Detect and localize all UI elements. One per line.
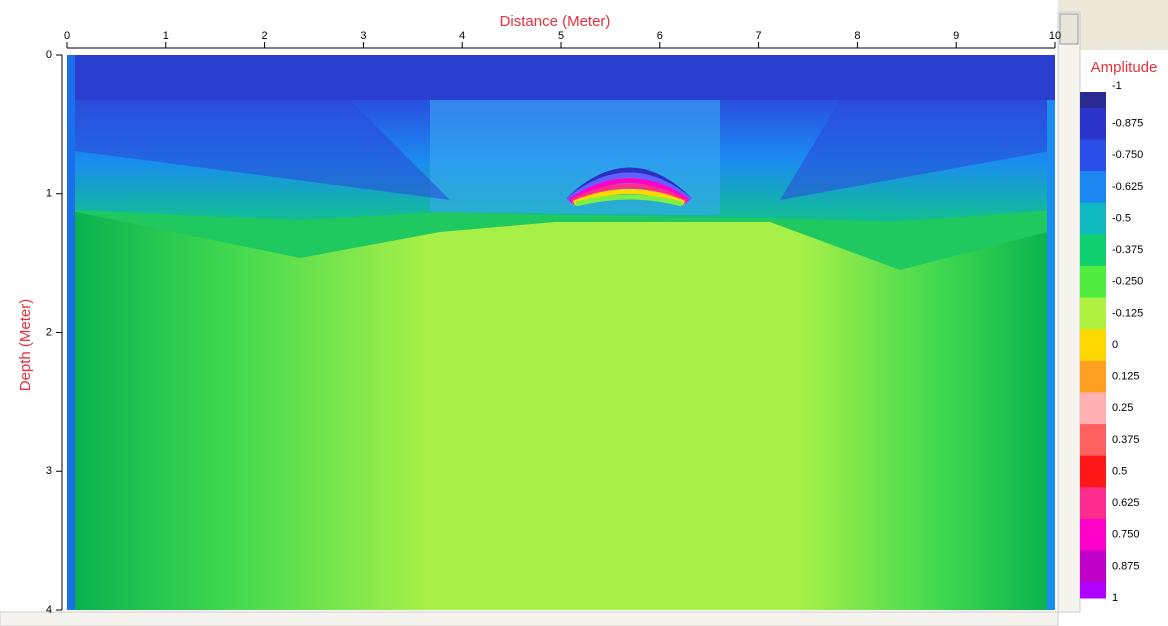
scroll-thumb[interactable]: [1059, 13, 1079, 45]
vertical-scrollbar[interactable]: [1057, 11, 1081, 613]
colorbar-tick-label: -0.625: [1112, 181, 1143, 193]
x-axis-title: Distance (Meter): [500, 13, 611, 30]
colorbar-swatch: [1080, 265, 1106, 299]
x-tick-label: 3: [360, 30, 366, 42]
colorbar-tick-label: 0.875: [1112, 560, 1140, 572]
colorbar-tick-label: -0.750: [1112, 149, 1143, 161]
colorbar-swatch: [1080, 92, 1106, 109]
y-tick-label: 1: [46, 188, 52, 200]
colorbar-title: Amplitude: [1091, 59, 1158, 76]
colorbar-tick-label: -0.5: [1112, 212, 1131, 224]
x-tick-label: 5: [558, 30, 564, 42]
hyperbola: [566, 167, 692, 207]
colorbar-tick-label: 0.125: [1112, 371, 1140, 383]
right-shade: [800, 200, 1055, 610]
y-tick-label: 0: [46, 49, 52, 61]
colorbar-swatch: [1080, 234, 1106, 267]
colorbar-swatch: [1080, 455, 1106, 488]
colorbar-tick-label: 0.750: [1112, 529, 1140, 541]
x-tick-label: 8: [854, 30, 860, 42]
left-shade: [67, 200, 427, 610]
x-tick-label: 0: [64, 30, 70, 42]
colorbar-swatch: [1080, 297, 1106, 330]
colorbar-tick-label: -0.375: [1112, 244, 1143, 256]
right-edge: [1047, 100, 1055, 610]
colorbar-swatch: [1080, 139, 1106, 172]
colorbar-tick-label: -0.250: [1112, 276, 1143, 288]
y-tick-label: 4: [46, 604, 52, 616]
colorbar-tick-label: 0: [1112, 339, 1118, 351]
colorbar-swatch: [1080, 360, 1106, 393]
left-wedge: [67, 100, 450, 200]
colorbar-swatch: [1080, 582, 1106, 599]
colorbar-swatch: [1080, 550, 1106, 583]
right-wedge: [780, 100, 1055, 200]
colorbar-swatch: [1080, 424, 1106, 457]
colorbar-tick-label: 0.375: [1112, 434, 1140, 446]
x-tick-label: 1: [163, 30, 169, 42]
radargram: [67, 55, 1055, 610]
colorbar-tick-label: 0.25: [1112, 402, 1133, 414]
colorbar-tick-label: 1: [1112, 592, 1118, 604]
x-tick-label: 10: [1049, 30, 1061, 42]
x-tick-label: 7: [756, 30, 762, 42]
colorbar-swatch: [1080, 202, 1106, 235]
x-tick-label: 6: [657, 30, 663, 42]
y-tick-label: 3: [46, 465, 52, 477]
colorbar-swatch: [1080, 107, 1106, 140]
colorbar-tick-label: 0.625: [1112, 497, 1140, 509]
x-tick-label: 2: [262, 30, 268, 42]
colorbar-swatch: [1080, 329, 1106, 362]
x-tick-label: 9: [953, 30, 959, 42]
colorbar-tick-label: 0.5: [1112, 465, 1127, 477]
x-tick-label: 4: [459, 30, 465, 42]
colorbar-swatch: [1080, 171, 1106, 204]
colorbar-swatch: [1080, 518, 1106, 552]
top-band: [67, 55, 1055, 100]
colorbar-swatch: [1080, 487, 1106, 520]
y-axis-title: Depth (Meter): [17, 299, 34, 392]
y-tick-label: 2: [46, 326, 52, 338]
colorbar-tick-label: -0.875: [1112, 118, 1143, 130]
colorbar-swatch: [1080, 392, 1106, 425]
left-edge: [67, 55, 75, 610]
horizontal-scrollbar[interactable]: [0, 611, 1059, 626]
colorbar-tick-label: -1: [1112, 80, 1122, 92]
colorbar-tick-label: -0.125: [1112, 307, 1143, 319]
